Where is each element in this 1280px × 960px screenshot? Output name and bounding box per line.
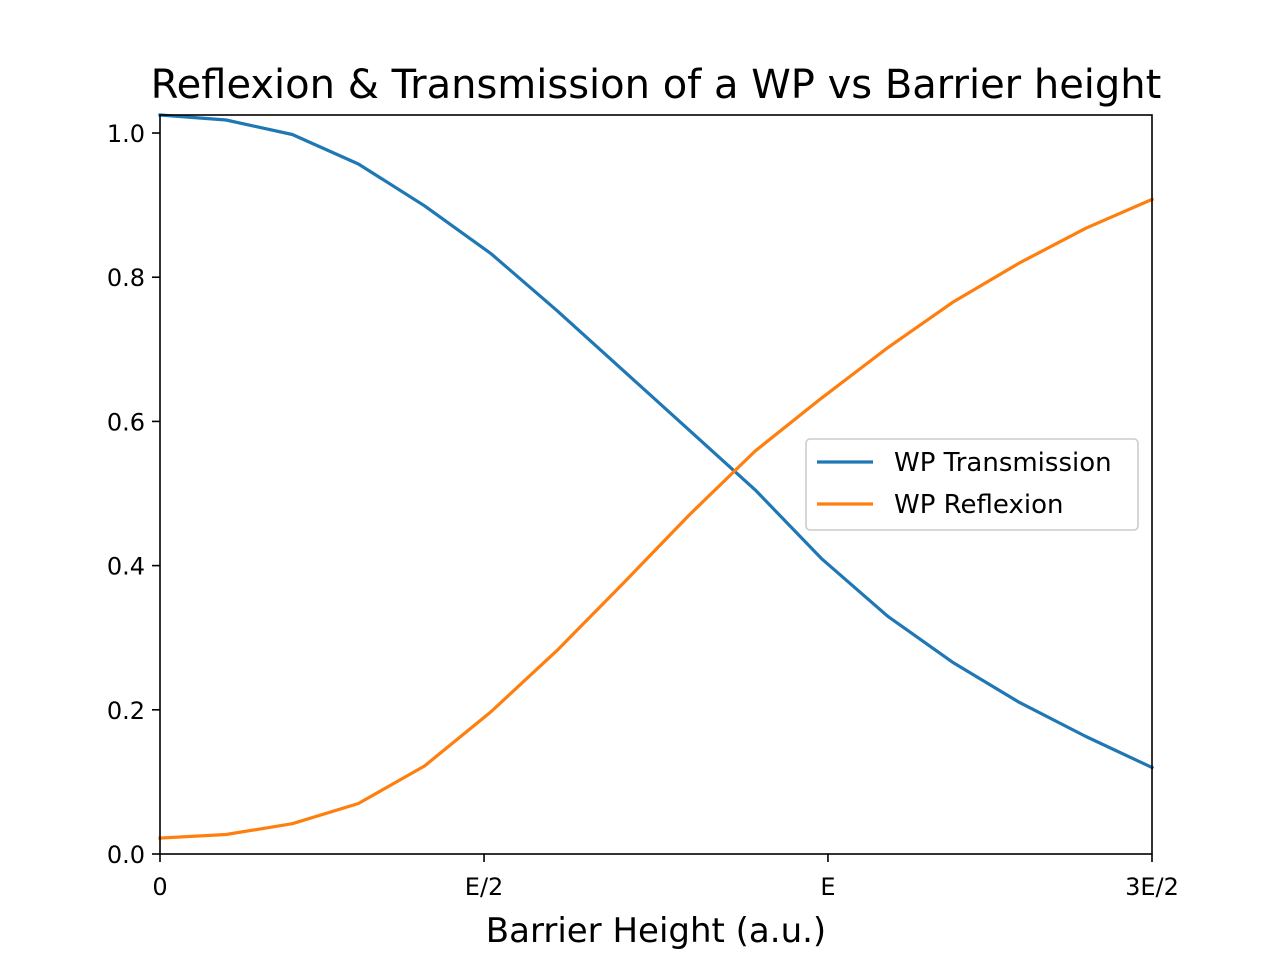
y-tick-label: 0.8 <box>107 264 145 292</box>
x-tick-label: 0 <box>152 873 167 901</box>
legend-box <box>805 438 1139 531</box>
x-tick-label: E/2 <box>465 873 504 901</box>
x-tick-label: E <box>820 873 835 901</box>
legend: WP Transmission WP Reflexion <box>805 438 1139 531</box>
legend-label-0: WP Transmission <box>894 448 1112 478</box>
y-tick-label: 0.2 <box>107 697 145 725</box>
y-tick-label: 0.6 <box>107 408 145 436</box>
y-tick-label: 1.0 <box>107 120 145 148</box>
x-tick-label: 3E/2 <box>1125 873 1179 901</box>
x-axis-label: Barrier Height (a.u.) <box>486 911 826 951</box>
series-line-0 <box>158 113 1155 770</box>
y-tick-label: 0.0 <box>107 841 145 869</box>
legend-label-1: WP Reflexion <box>894 490 1063 520</box>
series-layer <box>158 113 1155 840</box>
series-line-1 <box>158 197 1155 840</box>
chart-title: Reflexion & Transmission of a WP vs Barr… <box>151 62 1162 108</box>
y-tick-label: 0.4 <box>107 553 145 581</box>
ticks-layer: 0 E/2 E 3E/2 0.0 0.2 0.4 0.6 0.8 1.0 <box>107 120 1179 901</box>
plot-frame <box>159 114 1153 855</box>
